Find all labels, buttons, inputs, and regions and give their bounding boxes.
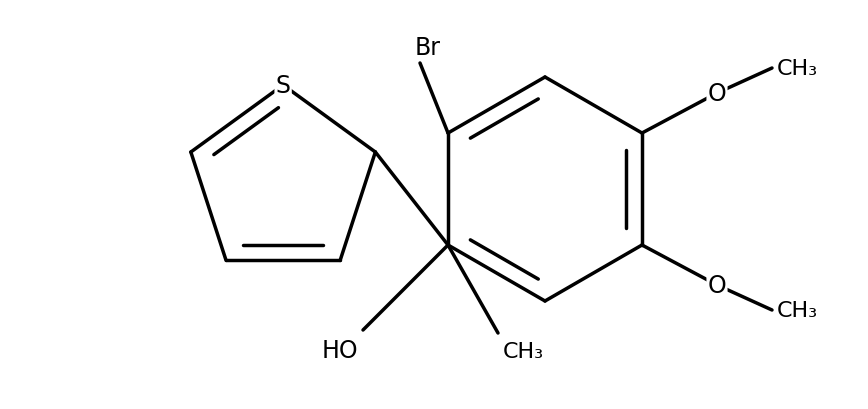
Text: HO: HO <box>321 338 358 362</box>
Text: O: O <box>707 273 727 297</box>
Text: CH₃: CH₃ <box>777 59 819 79</box>
Text: CH₃: CH₃ <box>503 341 544 361</box>
Text: S: S <box>276 74 291 98</box>
Text: Br: Br <box>415 36 441 60</box>
Text: CH₃: CH₃ <box>777 300 819 320</box>
Text: O: O <box>707 82 727 106</box>
